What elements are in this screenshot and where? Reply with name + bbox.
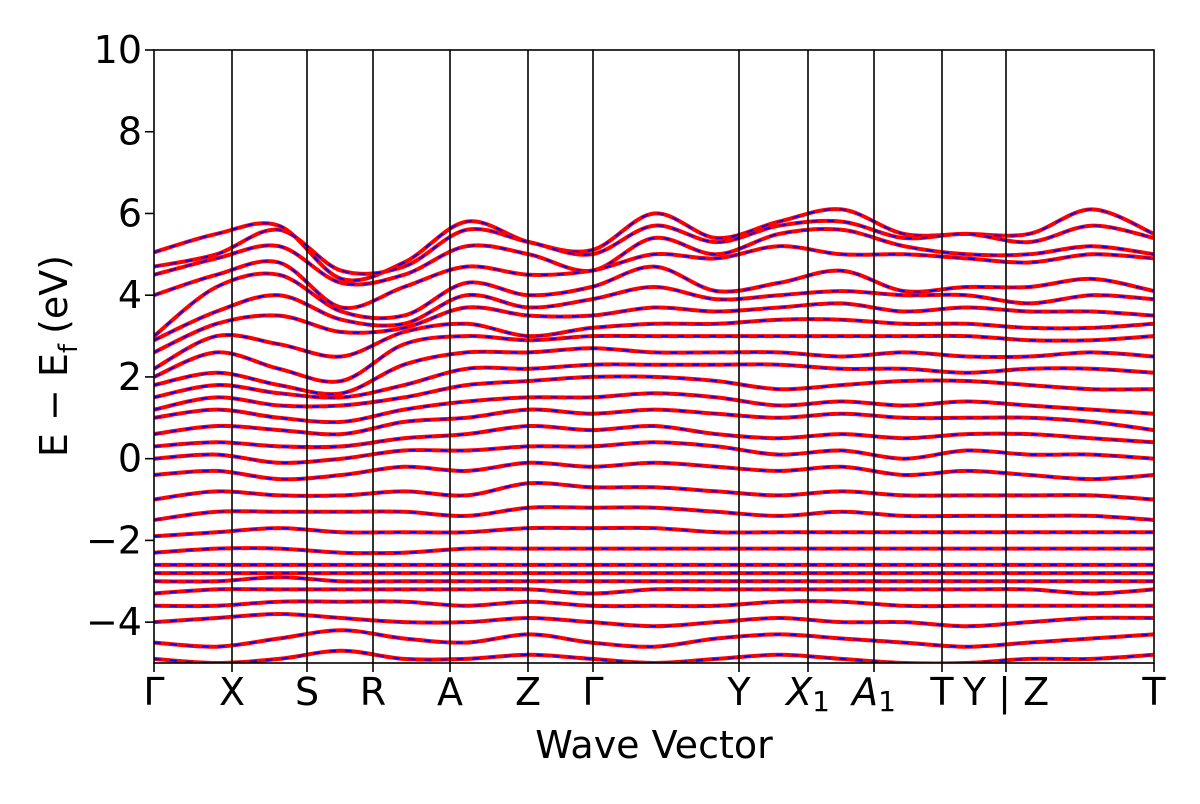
y-axis-title: E − Ef (eV) [32,255,84,457]
band-line-solid [154,460,1154,482]
x-tick-label: A1 [849,670,896,718]
y-tick-label: 8 [118,110,142,154]
band-line-solid [154,285,1154,343]
y-tick-label: −4 [86,600,142,644]
y-axis-ticks: −4 −2 0 2 4 6 8 10 [86,28,154,644]
x-tick-label: Y | Z [962,670,1049,715]
band-line-dashed [154,347,1154,395]
y-axis-title-main: E − E [32,353,76,457]
x-tick-label: R [360,670,386,714]
band-line-dashed [154,265,1154,337]
band-line-dashed [154,547,1154,555]
band-line-dashed [154,318,1154,370]
x-tick-label: X1 [784,670,830,718]
band-line-dashed [154,629,1154,648]
svg-text:E − Ef(eV): E − Ef (eV) [32,255,84,457]
x-tick-label: X [219,670,245,714]
band-line-dashed [154,408,1154,436]
y-tick-label: 6 [118,191,142,235]
band-line-dashed [154,245,1154,309]
band-line-solid [154,505,1154,522]
plot-frame [153,49,1155,664]
band-line-dashed [154,461,1154,481]
band-line-solid [154,648,1154,663]
band-line-dashed [154,220,1154,275]
kpoint-lines [231,50,1007,663]
y-tick-label: 2 [118,355,142,399]
band-line-dashed [154,375,1154,411]
y-tick-label: 4 [118,273,142,317]
y-axis-title-sub: f [54,343,84,353]
band-line-solid [154,301,1154,355]
band-line-dashed [154,425,1154,449]
x-tick-label: Γ [143,670,164,714]
band-line-solid [154,227,1154,287]
y-tick-label: 0 [118,437,142,481]
x-tick-label: S [295,670,319,714]
band-line-dashed [154,441,1154,464]
x-tick-label: Γ [582,670,603,714]
band-line-dashed [154,363,1154,399]
band-line-dashed [154,600,1154,608]
band-line-solid [154,480,1154,502]
y-tick-label: −2 [86,518,142,562]
band-line-dashed [154,482,1154,501]
x-tick-label: Z [515,670,541,714]
x-tick-label: Y [726,670,751,714]
band-line-dashed [154,588,1154,595]
band-line-dashed [154,506,1154,521]
x-tick-label: A [437,670,463,714]
x-tick-label: T [929,670,954,714]
x-tick-label: T [1141,670,1166,714]
x-axis-title: Wave Vector [535,723,773,767]
band-line-dashed [154,613,1154,628]
band-line-dashed [154,392,1154,424]
band-line-dashed [154,576,1154,583]
y-axis-title-units: (eV) [32,255,76,334]
band-line-dashed [154,526,1154,538]
bands-layer [154,207,1154,663]
band-line-dashed [154,334,1154,383]
band-line-dashed [154,649,1154,663]
band-line-dashed [154,286,1154,342]
y-tick-label: 10 [94,28,142,72]
